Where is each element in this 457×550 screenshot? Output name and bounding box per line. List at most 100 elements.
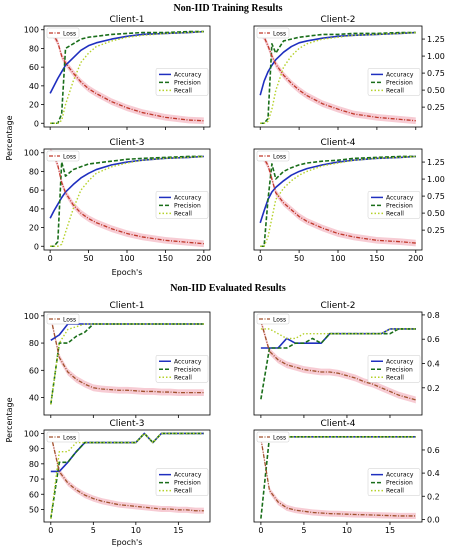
x-tick-label: 200: [408, 254, 423, 263]
y-tick-label: 60: [29, 366, 39, 375]
series-precision: [260, 155, 416, 248]
y2-tick-label: 0.50: [427, 209, 445, 218]
section-title-training: Non-IID Training Results: [173, 3, 282, 14]
loss-legend-label: Loss: [273, 31, 286, 38]
loss-band: [50, 28, 204, 125]
x-tick-label: 5: [301, 526, 306, 535]
loss-legend-label: Loss: [63, 317, 76, 324]
legend-label-accuracy: Accuracy: [174, 71, 202, 78]
series-loss: [50, 317, 204, 394]
panel-title: Client-2: [320, 301, 355, 311]
x-tick-label: 50: [294, 254, 304, 263]
ylabel-evaluated: Percentage: [5, 397, 14, 442]
panel-title: Client-4: [320, 419, 355, 429]
y2-tick-label: 1.00: [427, 175, 445, 184]
y-tick-label: 50: [29, 505, 39, 514]
y2-tick-label: 0.75: [427, 192, 445, 201]
legend-label-precision: Precision: [386, 480, 413, 487]
legend-label-accuracy: Accuracy: [174, 194, 202, 201]
series-loss: [49, 151, 204, 245]
x-tick-label: 5: [91, 526, 96, 535]
y2-tick-label: 0.2: [427, 384, 440, 393]
series-loss: [50, 434, 204, 512]
y-tick-label: 20: [29, 224, 39, 233]
y-tick-label: 70: [29, 475, 39, 484]
x-tick-label: 150: [369, 254, 384, 263]
series-recall: [50, 323, 204, 405]
legend-label-recall: Recall: [386, 488, 404, 495]
legend-label-recall: Recall: [174, 87, 192, 94]
x-tick-label: 10: [131, 526, 141, 535]
legend-label-accuracy: Accuracy: [386, 71, 414, 78]
panel-8: Client-4 0.0 0.2 0.4 0.6 0 5 10 15 AccuracyPrecis…: [253, 419, 440, 535]
y-tick-label: 80: [29, 44, 39, 53]
plot-frame: [43, 429, 211, 523]
loss-legend-box: [46, 313, 80, 325]
legend-label-precision: Precision: [386, 79, 413, 86]
y2-tick-label: 0.4: [427, 469, 440, 478]
panel-title: Client-2: [320, 15, 355, 25]
loss-legend-label: Loss: [63, 435, 76, 442]
y-tick-label: 100: [24, 149, 39, 158]
y-tick-label: 60: [29, 490, 39, 499]
x-tick-label: 200: [196, 254, 211, 263]
y-tick-label: 0: [34, 242, 39, 251]
loss-legend-label: Loss: [63, 31, 76, 38]
loss-legend-box: [46, 27, 80, 39]
series-recall: [260, 155, 416, 247]
plot-frame: [43, 311, 211, 416]
y2-tick-label: 1.25: [427, 35, 445, 44]
y-tick-label: 90: [29, 445, 39, 454]
loss-legend-label: Loss: [273, 317, 286, 324]
y-tick-label: 100: [24, 26, 39, 35]
panel-5: Client-1 40 60 80 100 AccuracyPrecisionRecall…: [24, 301, 211, 418]
y2-tick-label: 1.25: [427, 158, 445, 167]
y2-tick-label: 0.6: [427, 335, 440, 344]
legend-label-recall: Recall: [386, 210, 404, 217]
series-precision: [260, 31, 416, 125]
section-title-evaluated: Non-IID Evaluated Results: [170, 283, 286, 294]
y2-tick-label: 0.75: [427, 69, 445, 78]
loss-legend-box: [256, 313, 290, 325]
y2-tick-label: 0.0: [427, 515, 440, 524]
legend-label-recall: Recall: [386, 374, 404, 381]
legend-label-accuracy: Accuracy: [386, 194, 414, 201]
loss-legend-box: [46, 431, 80, 443]
legend-label-precision: Precision: [174, 202, 201, 209]
xlabel-evaluated: Epoch's: [112, 538, 143, 547]
loss-legend-box: [256, 431, 290, 443]
y-tick-label: 80: [29, 167, 39, 176]
panel-6: Client-2 0.2 0.4 0.6 0.8 AccuracyPrecisionRec…: [253, 301, 440, 418]
panel-title: Client-1: [109, 15, 144, 25]
y-tick-label: 40: [29, 82, 39, 91]
y2-tick-label: 0.25: [427, 103, 445, 112]
y-tick-label: 80: [29, 460, 39, 469]
series-recall: [260, 31, 416, 124]
legend-label-recall: Recall: [174, 488, 192, 495]
series-recall: [50, 155, 204, 247]
legend-label-recall: Recall: [174, 210, 192, 217]
y-tick-label: 20: [29, 101, 39, 110]
panel-title: Client-4: [320, 138, 355, 148]
series-loss: [49, 31, 204, 122]
panel-2: Client-2 0.25 0.50 0.75 1.00 1.25 AccuracyPrec…: [253, 15, 445, 130]
y2-tick-label: 0.50: [427, 86, 445, 95]
x-tick-label: 100: [330, 254, 345, 263]
loss-band: [50, 313, 204, 397]
loss-legend-box: [256, 27, 290, 39]
y2-tick-label: 0.6: [427, 446, 440, 455]
panel-title: Client-3: [109, 419, 144, 429]
legend-label-accuracy: Accuracy: [174, 358, 202, 365]
plot-frame: [253, 429, 423, 523]
loss-legend-label: Loss: [273, 435, 286, 442]
series-loss: [259, 154, 416, 244]
loss-legend-label: Loss: [273, 154, 286, 161]
x-tick-label: 100: [119, 254, 134, 263]
ylabel-training: Percentage: [5, 115, 14, 160]
